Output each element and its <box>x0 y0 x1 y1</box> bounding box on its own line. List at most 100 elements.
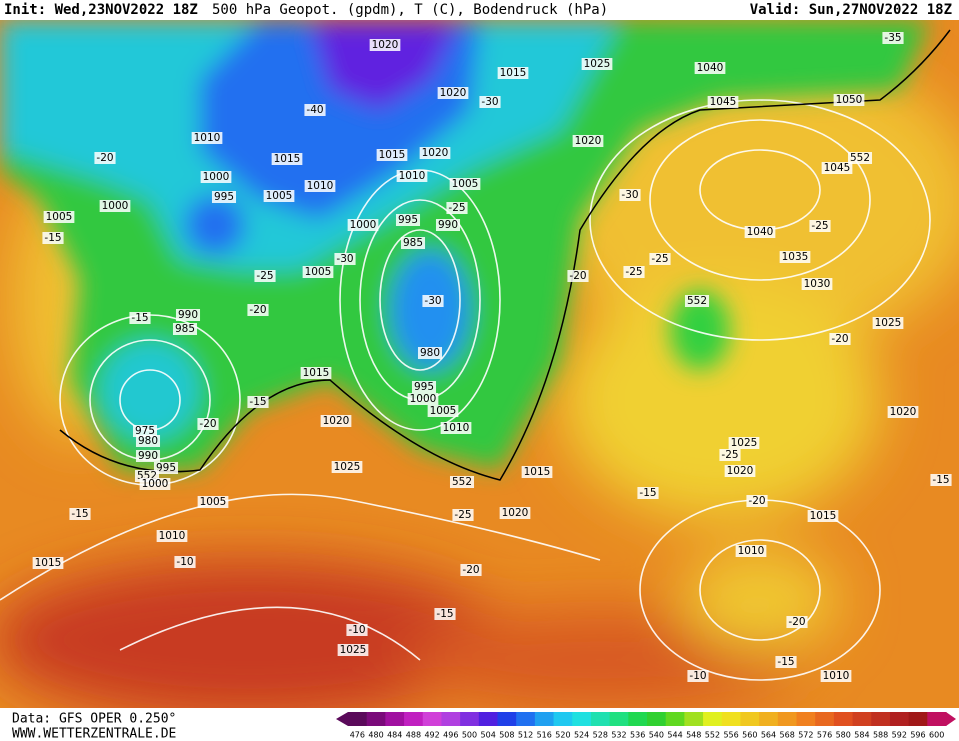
label-text: -25 <box>454 509 471 521</box>
map-label: 1020 <box>437 87 469 99</box>
label-bg <box>395 214 421 226</box>
colorbar-tick-label: 596 <box>910 731 925 740</box>
label-bg <box>197 418 219 430</box>
label-bg <box>247 396 269 408</box>
label-text: 990 <box>438 219 458 231</box>
label-bg <box>175 309 201 321</box>
label-bg <box>499 507 531 519</box>
label-bg <box>479 96 501 108</box>
map-label: 985 <box>172 323 198 335</box>
label-text: -30 <box>621 189 638 201</box>
label-bg <box>435 219 461 231</box>
colorbar-swatch <box>609 712 629 726</box>
map-label: 1000 <box>139 478 171 490</box>
map-label: 1025 <box>581 58 613 70</box>
map-label: 1005 <box>43 211 75 223</box>
map-title: 500 hPa Geopot. (gpdm), T (C), Bodendruc… <box>212 2 608 18</box>
map-labels: 1020 1015 1025 1040 1045 1050 -35 1020 -30 -40 101… <box>32 32 952 682</box>
colorbar-tick-label: 540 <box>649 731 664 740</box>
map-label: -20 <box>94 152 116 164</box>
colorbar-swatch <box>404 712 424 726</box>
valid-time: Valid: Sun,27NOV2022 18Z <box>750 2 952 18</box>
colorbar-swatch <box>833 712 854 726</box>
label-bg <box>847 152 873 164</box>
label-text: -10 <box>348 624 365 636</box>
label-text: 1020 <box>372 39 399 51</box>
colorbar-swatch <box>516 712 536 726</box>
label-text: -15 <box>44 232 61 244</box>
label-text: 1005 <box>305 266 332 278</box>
map-label: 995 <box>211 191 237 203</box>
label-bg <box>707 96 739 108</box>
label-text: 1015 <box>379 149 406 161</box>
colorbar-tick-label: 560 <box>742 731 757 740</box>
label-text: -15 <box>71 508 88 520</box>
label-text: 1015 <box>35 557 62 569</box>
label-bg <box>821 162 853 174</box>
colorbar-tick-label: 516 <box>537 731 552 740</box>
map-label: -30 <box>479 96 501 108</box>
map-label: 1005 <box>263 190 295 202</box>
colorbar-tick-label: 564 <box>761 731 776 740</box>
map-label: -20 <box>197 418 219 430</box>
label-bg <box>872 317 904 329</box>
label-text: 1010 <box>307 180 334 192</box>
map-label: -15 <box>129 312 151 324</box>
colorbar-tick-label: 508 <box>499 731 514 740</box>
map-label: 990 <box>175 309 201 321</box>
label-bg <box>346 624 368 636</box>
colorbar-tick-label: 576 <box>817 731 832 740</box>
label-bg <box>42 232 64 244</box>
colorbar-swatch <box>590 712 611 726</box>
label-bg <box>302 266 334 278</box>
label-text: 1005 <box>200 496 227 508</box>
colorbar-swatch <box>815 712 835 726</box>
colorbar-tick-label: 592 <box>892 731 907 740</box>
data-source: Data: GFS OPER 0.250° <box>12 712 176 727</box>
label-bg <box>724 465 756 477</box>
map-label: 1010 <box>735 545 767 557</box>
colorbar-arrow-right <box>946 712 956 726</box>
label-text: 1010 <box>399 170 426 182</box>
label-bg <box>820 670 852 682</box>
colorbar-tick-label: 600 <box>929 731 944 740</box>
label-text: 980 <box>138 435 158 447</box>
colorbar-swatch <box>852 712 872 726</box>
label-text: -10 <box>176 556 193 568</box>
map-label: 1010 <box>156 530 188 542</box>
map-label: 1005 <box>449 178 481 190</box>
label-bg <box>417 347 443 359</box>
map-label: 1020 <box>499 507 531 519</box>
label-text: 985 <box>175 323 195 335</box>
label-bg <box>434 608 456 620</box>
colorbar-swatch <box>478 712 498 726</box>
map-label: 1020 <box>724 465 756 477</box>
colorbar: 476 480 484 488 492 496 500 504 508 512 516 520 524 5… <box>336 712 956 740</box>
colorbar-tick-label: 588 <box>873 731 888 740</box>
colorbar-swatch <box>553 712 573 726</box>
colorbar-tick-label: 568 <box>780 731 795 740</box>
label-text: 1035 <box>782 251 809 263</box>
map-label: 1020 <box>419 147 451 159</box>
map-label: 1000 <box>407 393 439 405</box>
label-bg <box>211 191 237 203</box>
map-label: 1010 <box>440 422 472 434</box>
map-label: 1025 <box>872 317 904 329</box>
label-text: 1020 <box>323 415 350 427</box>
map-label: -40 <box>304 104 326 116</box>
label-text: -15 <box>249 396 266 408</box>
map-label: -10 <box>346 624 368 636</box>
map-label: 1035 <box>779 251 811 263</box>
label-text: -20 <box>96 152 113 164</box>
colorbar-tick-label: 548 <box>686 731 701 740</box>
map-label: 1020 <box>320 415 352 427</box>
colorbar-swatch <box>366 712 386 726</box>
colorbar-tick-label: 524 <box>574 731 589 740</box>
colorbar-swatch <box>572 712 592 726</box>
map-label: -15 <box>637 487 659 499</box>
map-label: -35 <box>882 32 904 44</box>
map-label: -10 <box>687 670 709 682</box>
label-bg <box>172 323 198 335</box>
map-label: 995 <box>395 214 421 226</box>
label-bg <box>271 153 303 165</box>
